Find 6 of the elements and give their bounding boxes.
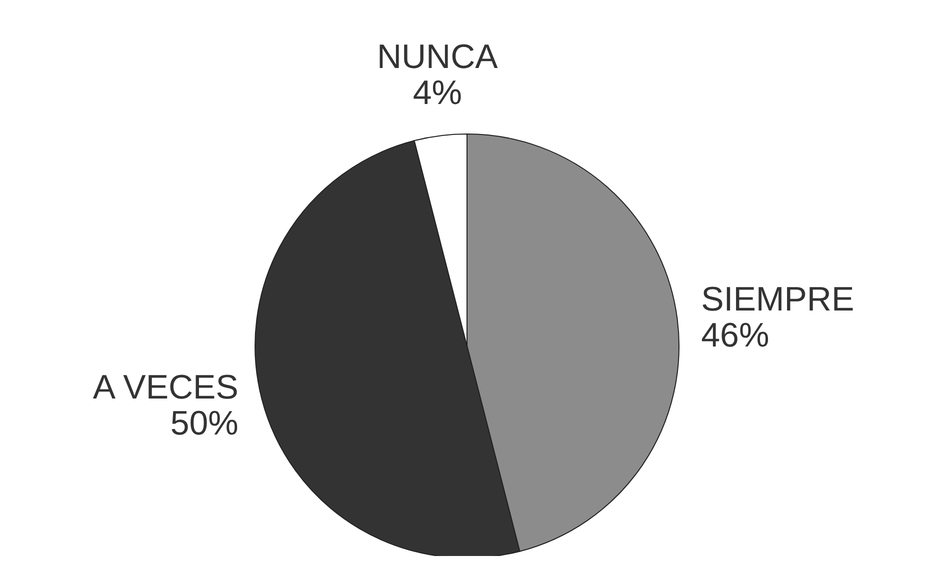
data-label: 50% bbox=[170, 404, 238, 443]
data-label: 46% bbox=[701, 316, 770, 354]
slice-label: NUNCA bbox=[376, 38, 498, 76]
slice-label: SIEMPRE bbox=[701, 280, 854, 318]
slice-label: A VECES bbox=[92, 368, 238, 407]
data-label: 4% bbox=[412, 74, 462, 112]
